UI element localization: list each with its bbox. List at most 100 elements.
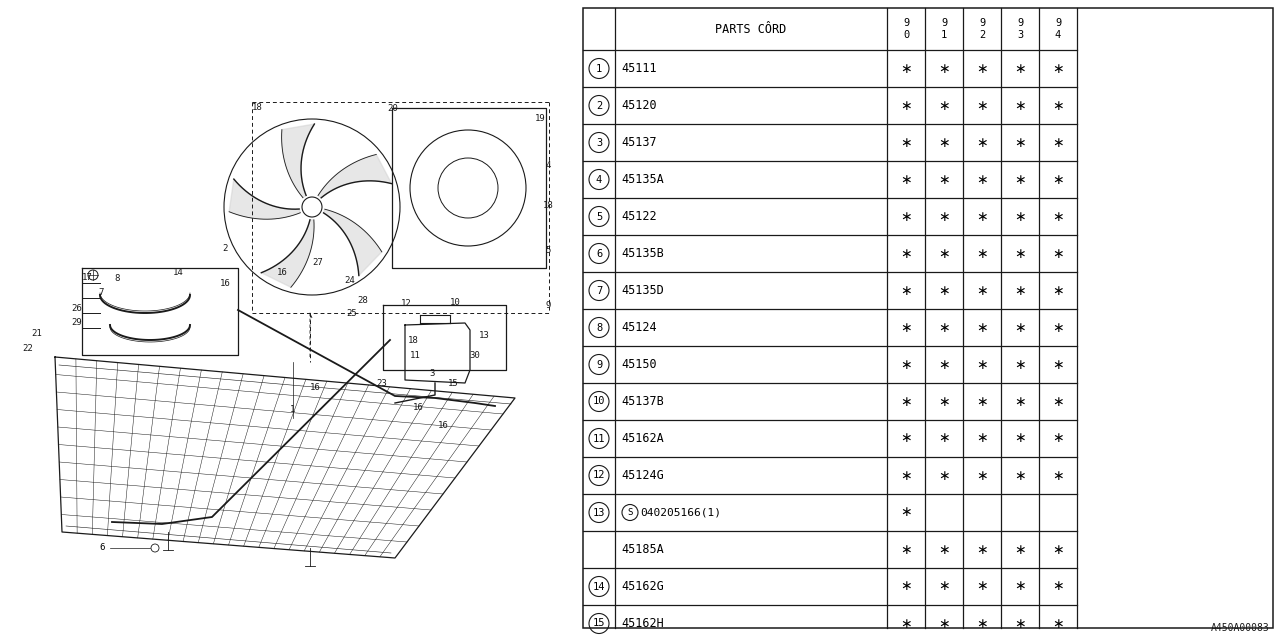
Text: A450A00083: A450A00083 (1211, 623, 1270, 633)
Text: ∗: ∗ (977, 579, 988, 593)
Text: ∗: ∗ (938, 543, 950, 557)
Text: ∗: ∗ (938, 61, 950, 76)
Text: ∗: ∗ (1014, 284, 1025, 298)
Text: ∗: ∗ (1014, 616, 1025, 630)
Text: ∗: ∗ (900, 173, 911, 186)
Text: 18: 18 (543, 200, 553, 209)
Text: 45124: 45124 (621, 321, 657, 334)
Text: 45137B: 45137B (621, 395, 664, 408)
Text: 19: 19 (535, 113, 545, 122)
Text: 040205166(1): 040205166(1) (640, 508, 721, 518)
Text: ∗: ∗ (938, 99, 950, 113)
Text: 18: 18 (252, 102, 262, 111)
Text: ∗: ∗ (977, 61, 988, 76)
Text: 45111: 45111 (621, 62, 657, 75)
Text: 45185A: 45185A (621, 543, 664, 556)
Text: ∗: ∗ (1014, 173, 1025, 186)
Text: S: S (627, 508, 632, 517)
Text: 30: 30 (470, 351, 480, 360)
Text: 4: 4 (545, 161, 550, 170)
Text: 9: 9 (979, 18, 986, 28)
Text: ∗: ∗ (900, 284, 911, 298)
Text: 45150: 45150 (621, 358, 657, 371)
Text: ∗: ∗ (977, 99, 988, 113)
Text: 45162G: 45162G (621, 580, 664, 593)
Text: ∗: ∗ (1052, 616, 1064, 630)
Text: 45120: 45120 (621, 99, 657, 112)
Text: ∗: ∗ (1014, 136, 1025, 150)
Text: 23: 23 (376, 378, 388, 387)
Text: ∗: ∗ (900, 616, 911, 630)
Text: 9: 9 (1016, 18, 1023, 28)
Text: ∗: ∗ (938, 579, 950, 593)
Text: ∗: ∗ (1014, 579, 1025, 593)
Text: ∗: ∗ (977, 246, 988, 260)
Polygon shape (229, 179, 301, 220)
Text: ∗: ∗ (977, 321, 988, 335)
Text: 45162H: 45162H (621, 617, 664, 630)
Text: 2: 2 (223, 243, 228, 253)
Bar (582, 8, 1274, 628)
Text: ∗: ∗ (938, 246, 950, 260)
Text: ∗: ∗ (1052, 468, 1064, 483)
Text: 11: 11 (593, 433, 605, 444)
Text: 22: 22 (23, 344, 33, 353)
Text: ∗: ∗ (1052, 394, 1064, 408)
Text: 16: 16 (276, 268, 288, 276)
Text: 8: 8 (596, 323, 602, 333)
Text: ∗: ∗ (977, 284, 988, 298)
Text: 24: 24 (344, 275, 356, 285)
Text: ∗: ∗ (1052, 358, 1064, 371)
Text: ∗: ∗ (1052, 173, 1064, 186)
Text: ∗: ∗ (1014, 468, 1025, 483)
Text: ∗: ∗ (1052, 579, 1064, 593)
Text: ∗: ∗ (1052, 543, 1064, 557)
Text: ∗: ∗ (938, 394, 950, 408)
Text: ∗: ∗ (1052, 321, 1064, 335)
Text: 17: 17 (82, 273, 92, 282)
Text: 26: 26 (72, 303, 82, 312)
Text: 45124G: 45124G (621, 469, 664, 482)
Text: 45162A: 45162A (621, 432, 664, 445)
Text: ∗: ∗ (1052, 209, 1064, 223)
Text: 21: 21 (32, 328, 42, 337)
Text: 12: 12 (593, 470, 605, 481)
Text: ∗: ∗ (1014, 99, 1025, 113)
Text: ∗: ∗ (977, 616, 988, 630)
Text: ∗: ∗ (977, 543, 988, 557)
Text: 7: 7 (596, 285, 602, 296)
Text: ∗: ∗ (938, 616, 950, 630)
Text: 0: 0 (902, 30, 909, 40)
Text: ∗: ∗ (900, 543, 911, 557)
Text: ∗: ∗ (900, 136, 911, 150)
Polygon shape (324, 209, 381, 276)
Text: 14: 14 (173, 268, 183, 276)
Text: 1: 1 (291, 406, 296, 415)
Text: ∗: ∗ (900, 99, 911, 113)
Text: 1: 1 (596, 63, 602, 74)
Text: 3: 3 (1016, 30, 1023, 40)
Text: 11: 11 (410, 351, 420, 360)
Text: 12: 12 (401, 298, 411, 307)
Text: 3: 3 (596, 138, 602, 147)
Text: 45137: 45137 (621, 136, 657, 149)
Text: ∗: ∗ (1014, 209, 1025, 223)
Text: ∗: ∗ (1014, 394, 1025, 408)
Text: ∗: ∗ (900, 468, 911, 483)
Text: 4: 4 (1055, 30, 1061, 40)
Text: 8: 8 (114, 273, 120, 282)
Text: 20: 20 (388, 104, 398, 113)
Text: 45135A: 45135A (621, 173, 664, 186)
Text: ∗: ∗ (1014, 358, 1025, 371)
Text: ∗: ∗ (977, 394, 988, 408)
Text: 15: 15 (593, 618, 605, 628)
Text: ∗: ∗ (938, 468, 950, 483)
Text: ∗: ∗ (1014, 431, 1025, 445)
Text: 6: 6 (100, 543, 105, 552)
Text: ∗: ∗ (938, 209, 950, 223)
Text: PARTS CÔRD: PARTS CÔRD (716, 22, 787, 35)
Text: ∗: ∗ (900, 394, 911, 408)
Text: ∗: ∗ (1052, 431, 1064, 445)
Text: ∗: ∗ (900, 506, 911, 520)
Polygon shape (261, 220, 314, 287)
